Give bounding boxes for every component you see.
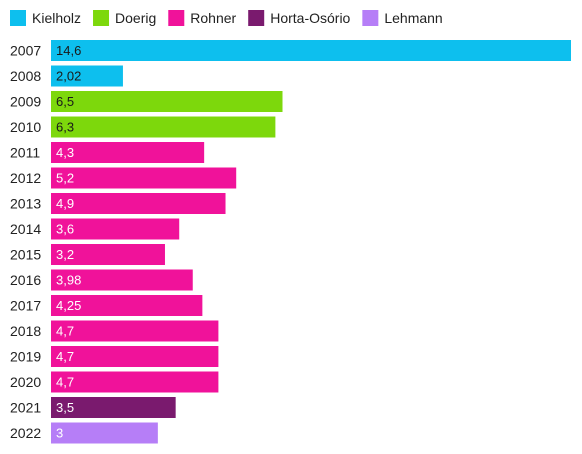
legend-swatch-horta-osorio (248, 10, 265, 26)
bar-2008 (51, 65, 123, 87)
bar-2015 (51, 244, 165, 265)
value-label-2022: 3 (56, 426, 63, 441)
value-label-2021: 3,5 (56, 400, 74, 415)
bar-2011 (51, 142, 205, 163)
year-label-2018: 2018 (10, 323, 41, 339)
year-label-2014: 2014 (10, 221, 41, 237)
bar-2007 (51, 40, 571, 61)
bar-2010 (51, 116, 276, 138)
bar-2017 (51, 295, 203, 316)
legend-swatch-doerig (93, 10, 110, 26)
legend-swatch-lehmann (362, 10, 379, 26)
bar-2018 (51, 320, 219, 342)
value-label-2009: 6,5 (56, 94, 74, 109)
value-label-2007: 14,6 (56, 43, 81, 58)
bar-2021 (51, 397, 176, 418)
bar-2022 (51, 422, 158, 444)
value-label-2013: 4,9 (56, 196, 74, 211)
legend-label-lehmann: Lehmann (384, 10, 442, 26)
year-label-2013: 2013 (10, 196, 41, 212)
legend-swatch-rohner (168, 10, 185, 26)
bar-2013 (51, 193, 226, 214)
value-label-2020: 4,7 (56, 375, 74, 390)
value-label-2008: 2,02 (56, 69, 81, 84)
year-label-2017: 2017 (10, 298, 41, 314)
value-label-2017: 4,25 (56, 298, 81, 313)
value-label-2015: 3,2 (56, 247, 74, 262)
bar-2014 (51, 218, 180, 240)
bar-2009 (51, 91, 283, 112)
year-label-2011: 2011 (10, 145, 40, 161)
chart-bars: 2007 14,6 2008 2,02 2009 6,5 2010 6,3 2011 4,3 201… (10, 40, 571, 444)
year-label-2016: 2016 (10, 272, 41, 288)
value-label-2018: 4,7 (56, 324, 74, 339)
year-label-2020: 2020 (10, 374, 41, 390)
bar-2019 (51, 346, 219, 367)
chart-legend: Kielholz Doerig Rohner Horta-Osório Lehmann (10, 10, 443, 26)
value-label-2016: 3,98 (56, 273, 81, 288)
year-label-2015: 2015 (10, 247, 41, 263)
bar-2012 (51, 167, 237, 189)
year-label-2009: 2009 (10, 94, 41, 110)
legend-label-rohner: Rohner (190, 10, 236, 26)
value-label-2010: 6,3 (56, 120, 74, 135)
legend-label-doerig: Doerig (115, 10, 156, 26)
value-label-2019: 4,7 (56, 349, 74, 364)
value-label-2014: 3,6 (56, 222, 74, 237)
legend-label-horta-osorio: Horta-Osório (270, 10, 350, 26)
year-label-2010: 2010 (10, 119, 41, 135)
year-label-2019: 2019 (10, 349, 41, 365)
year-label-2022: 2022 (10, 425, 41, 441)
year-label-2012: 2012 (10, 170, 41, 186)
value-label-2012: 5,2 (56, 171, 74, 186)
year-label-2008: 2008 (10, 68, 41, 84)
value-label-2011: 4,3 (56, 145, 74, 160)
year-label-2007: 2007 (10, 43, 41, 59)
year-label-2021: 2021 (10, 400, 41, 416)
legend-swatch-kielholz (10, 10, 26, 26)
legend-label-kielholz: Kielholz (32, 10, 81, 26)
bar-2020 (51, 371, 219, 393)
bar-2016 (51, 269, 193, 291)
